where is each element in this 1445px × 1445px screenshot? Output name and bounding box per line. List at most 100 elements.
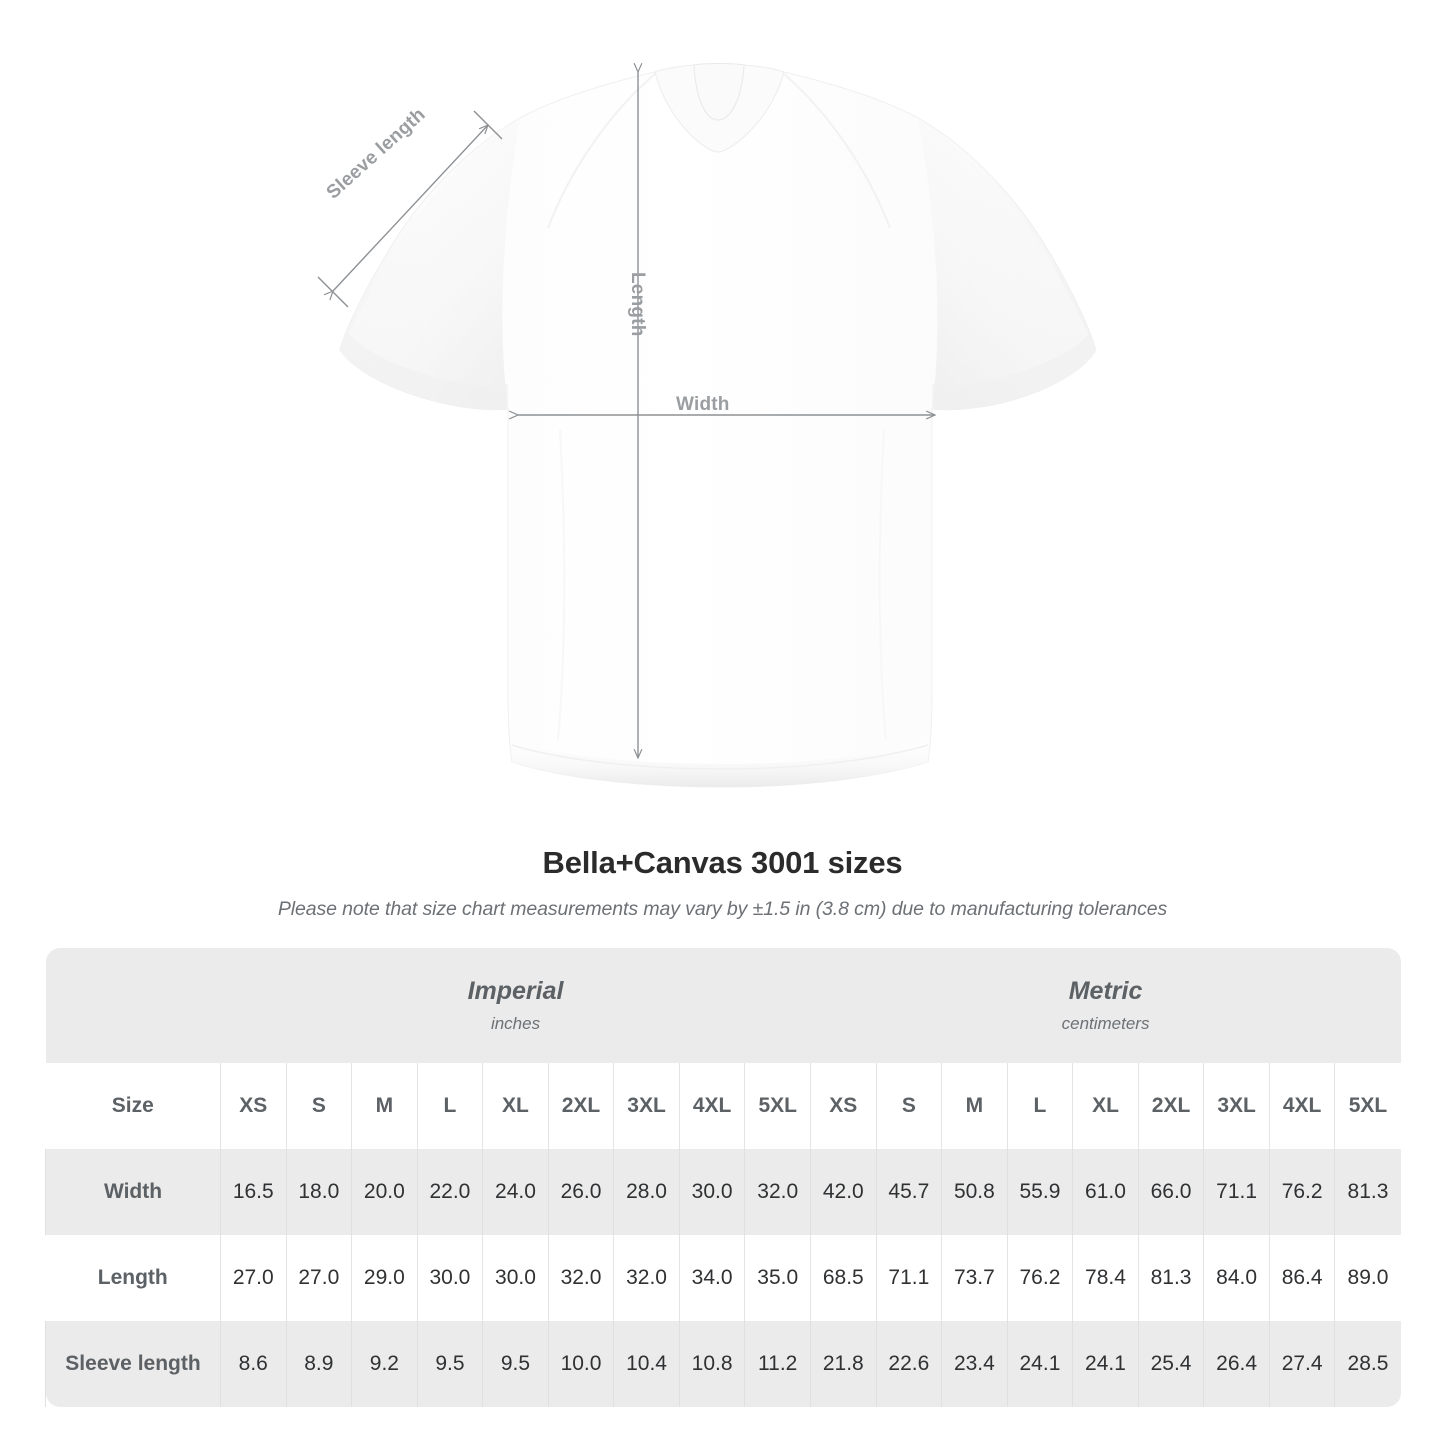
unit-name-imperial: Imperial — [467, 977, 564, 1006]
cell-width-3xl-in: 28.0 — [613, 1149, 680, 1235]
cell-width-l-in: 22.0 — [416, 1149, 483, 1235]
table-row: Length 27.0 27.0 29.0 30.0 30.0 32.0 32.0 34.0 35… — [45, 1235, 1401, 1321]
size-header-s-imperial: S — [285, 1063, 352, 1149]
cell-sleeve-length-4xl-in: 10.8 — [678, 1321, 745, 1407]
cell-width-m-in: 20.0 — [351, 1149, 418, 1235]
cell-length-3xl-in: 32.0 — [613, 1235, 680, 1321]
width-label: Width — [676, 394, 730, 415]
size-header-2xl-metric: 2XL — [1137, 1063, 1204, 1149]
row-label-sleeve-length: Sleeve length — [45, 1321, 221, 1407]
cell-length-5xl-cm: 89.0 — [1334, 1235, 1401, 1321]
cell-length-3xl-cm: 84.0 — [1203, 1235, 1270, 1321]
unit-header-metric: Metric centimeters — [810, 948, 1401, 1063]
cell-width-5xl-in: 32.0 — [744, 1149, 811, 1235]
cell-sleeve-length-l-in: 9.5 — [416, 1321, 483, 1407]
cell-sleeve-length-xl-in: 9.5 — [482, 1321, 549, 1407]
cell-length-xs-cm: 68.5 — [810, 1235, 877, 1321]
sleeve-tick-bottom — [317, 276, 349, 308]
cell-sleeve-length-xl-cm: 24.1 — [1072, 1321, 1139, 1407]
cell-sleeve-length-xs-cm: 21.8 — [810, 1321, 877, 1407]
size-header-4xl-imperial: 4XL — [678, 1063, 745, 1149]
page-title: Bella+Canvas 3001 sizes — [542, 845, 903, 880]
unit-name-metric: Metric — [1068, 977, 1143, 1006]
cell-width-4xl-cm: 76.2 — [1268, 1149, 1335, 1235]
cell-sleeve-length-2xl-cm: 25.4 — [1137, 1321, 1204, 1407]
size-header-2xl-imperial: 2XL — [547, 1063, 614, 1149]
size-header-4xl-metric: 4XL — [1268, 1063, 1335, 1149]
cell-length-4xl-cm: 86.4 — [1268, 1235, 1335, 1321]
size-header-m-metric: M — [941, 1063, 1008, 1149]
cell-sleeve-length-4xl-cm: 27.4 — [1268, 1321, 1335, 1407]
cell-length-2xl-cm: 81.3 — [1137, 1235, 1204, 1321]
size-table-container: Imperial inches Metric centimeters Size X… — [45, 948, 1401, 1407]
size-header-s-metric: S — [875, 1063, 942, 1149]
size-header-3xl-imperial: 3XL — [613, 1063, 680, 1149]
size-table-body: Size XS S M L XL 2XL 3XL 4XL 5XL XS S M L XL 2XL 3XL 4XL 5… — [45, 1063, 1401, 1407]
size-header-xl-metric: XL — [1072, 1063, 1139, 1149]
size-header-3xl-metric: 3XL — [1203, 1063, 1270, 1149]
table-row: Sleeve length 8.6 8.9 9.2 9.5 9.5 10.0 10.4 10.8… — [45, 1321, 1401, 1407]
cell-length-s-cm: 71.1 — [875, 1235, 942, 1321]
cell-width-2xl-in: 26.0 — [547, 1149, 614, 1235]
cell-width-xl-in: 24.0 — [482, 1149, 549, 1235]
cell-sleeve-length-2xl-in: 10.0 — [547, 1321, 614, 1407]
cell-width-5xl-cm: 81.3 — [1334, 1149, 1401, 1235]
cell-width-xl-cm: 61.0 — [1072, 1149, 1139, 1235]
length-label: Length — [627, 272, 648, 337]
cell-length-xs-in: 27.0 — [220, 1235, 287, 1321]
size-header-5xl-imperial: 5XL — [744, 1063, 811, 1149]
row-label-width: Width — [45, 1149, 221, 1235]
size-label-row: Size XS S M L XL 2XL 3XL 4XL 5XL XS S M L XL 2XL 3XL 4XL 5… — [45, 1063, 1401, 1149]
cell-sleeve-length-3xl-in: 10.4 — [613, 1321, 680, 1407]
cell-width-3xl-cm: 71.1 — [1203, 1149, 1270, 1235]
tshirt-diagram-svg — [317, 63, 1097, 788]
cell-sleeve-length-xs-in: 8.6 — [220, 1321, 287, 1407]
cell-length-m-in: 29.0 — [351, 1235, 418, 1321]
tshirt-shape — [339, 63, 1097, 788]
size-header-5xl-metric: 5XL — [1334, 1063, 1401, 1149]
cell-sleeve-length-l-cm: 24.1 — [1006, 1321, 1073, 1407]
unit-header-spacer — [45, 948, 221, 1063]
cell-length-l-cm: 76.2 — [1006, 1235, 1073, 1321]
table-row: Width 16.5 18.0 20.0 22.0 24.0 26.0 28.0 30.0 32.… — [45, 1149, 1401, 1235]
row-label-length: Length — [45, 1235, 221, 1321]
size-header-l-metric: L — [1006, 1063, 1073, 1149]
cell-width-s-in: 18.0 — [285, 1149, 352, 1235]
unit-sub-imperial: inches — [490, 1013, 541, 1033]
cell-length-5xl-in: 35.0 — [744, 1235, 811, 1321]
cell-sleeve-length-m-cm: 23.4 — [941, 1321, 1008, 1407]
cell-length-l-in: 30.0 — [416, 1235, 483, 1321]
unit-header-row: Imperial inches Metric centimeters — [45, 948, 1401, 1063]
size-header-xs-metric: XS — [810, 1063, 877, 1149]
cell-length-2xl-in: 32.0 — [547, 1235, 614, 1321]
cell-length-xl-in: 30.0 — [482, 1235, 549, 1321]
title-block: Bella+Canvas 3001 sizes Please note that… — [0, 845, 1445, 921]
row-label-size: Size — [45, 1063, 221, 1149]
cell-width-2xl-cm: 66.0 — [1137, 1149, 1204, 1235]
sleeve-tick-top — [473, 110, 503, 140]
cell-width-xs-in: 16.5 — [220, 1149, 287, 1235]
cell-sleeve-length-5xl-in: 11.2 — [744, 1321, 811, 1407]
cell-length-4xl-in: 34.0 — [678, 1235, 745, 1321]
unit-header-imperial: Imperial inches — [220, 948, 811, 1063]
cell-width-m-cm: 50.8 — [941, 1149, 1008, 1235]
size-header-xs-imperial: XS — [220, 1063, 287, 1149]
size-table-head: Imperial inches Metric centimeters — [45, 948, 1401, 1063]
tshirt-illustration: Sleeve length Length Width — [317, 63, 1097, 788]
sleeve-length-arrow — [333, 125, 488, 291]
size-header-l-imperial: L — [416, 1063, 483, 1149]
cell-length-s-in: 27.0 — [285, 1235, 352, 1321]
tolerance-note: Please note that size chart measurements… — [277, 898, 1168, 920]
cell-sleeve-length-5xl-cm: 28.5 — [1334, 1321, 1401, 1407]
cell-length-xl-cm: 78.4 — [1072, 1235, 1139, 1321]
cell-length-m-cm: 73.7 — [941, 1235, 1008, 1321]
size-header-m-imperial: M — [351, 1063, 418, 1149]
cell-sleeve-length-s-in: 8.9 — [285, 1321, 352, 1407]
cell-sleeve-length-3xl-cm: 26.4 — [1203, 1321, 1270, 1407]
size-header-xl-imperial: XL — [482, 1063, 549, 1149]
dimension-arrows — [317, 72, 935, 758]
size-table: Imperial inches Metric centimeters Size X… — [45, 948, 1401, 1407]
cell-width-l-cm: 55.9 — [1006, 1149, 1073, 1235]
cell-width-s-cm: 45.7 — [875, 1149, 942, 1235]
